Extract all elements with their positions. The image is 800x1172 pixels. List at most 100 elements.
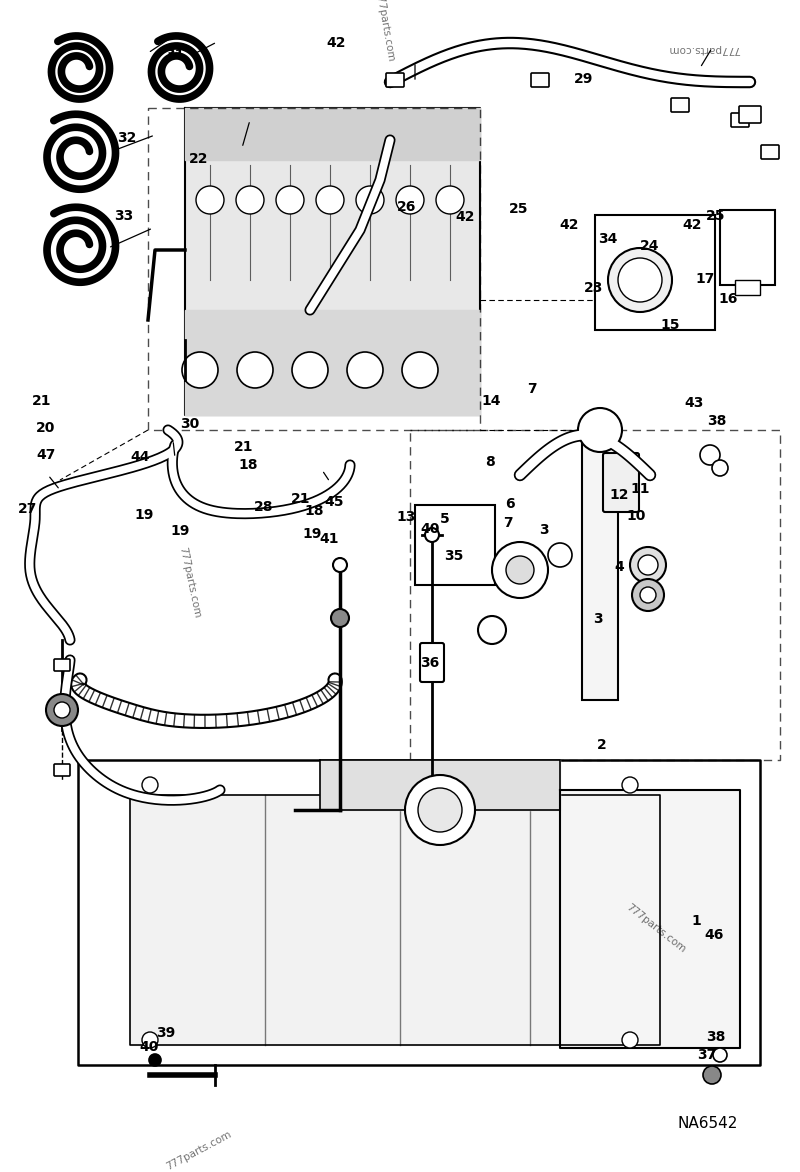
Polygon shape (560, 790, 740, 1048)
Text: 40: 40 (139, 1040, 158, 1054)
Text: 47: 47 (37, 448, 56, 462)
Text: 10: 10 (626, 509, 646, 523)
FancyBboxPatch shape (582, 430, 618, 700)
Circle shape (149, 1054, 161, 1067)
Circle shape (356, 186, 384, 214)
Circle shape (638, 556, 658, 575)
Text: 3: 3 (594, 612, 603, 626)
FancyBboxPatch shape (731, 113, 749, 127)
Polygon shape (320, 759, 560, 810)
Circle shape (608, 248, 672, 312)
Text: 18: 18 (305, 504, 324, 518)
Text: 19: 19 (170, 524, 190, 538)
Text: 777parts.com: 777parts.com (668, 45, 740, 54)
Text: 8: 8 (485, 455, 494, 469)
Text: 36: 36 (420, 656, 439, 670)
Circle shape (418, 788, 462, 832)
Text: 3: 3 (539, 523, 549, 537)
Text: 21: 21 (291, 492, 310, 506)
Circle shape (405, 775, 475, 845)
Text: 42: 42 (326, 36, 346, 50)
FancyBboxPatch shape (739, 105, 761, 123)
Text: 13: 13 (397, 510, 416, 524)
Circle shape (506, 556, 534, 584)
Circle shape (713, 1048, 727, 1062)
Circle shape (622, 1033, 638, 1048)
Text: 41: 41 (320, 532, 339, 546)
Text: 7: 7 (527, 382, 537, 396)
FancyBboxPatch shape (531, 73, 549, 87)
Text: 46: 46 (705, 928, 724, 942)
Circle shape (276, 186, 304, 214)
Circle shape (640, 587, 656, 604)
Text: 22: 22 (189, 152, 208, 166)
FancyBboxPatch shape (720, 210, 775, 285)
Text: 777parts.com: 777parts.com (164, 1130, 233, 1172)
Circle shape (578, 408, 622, 452)
Circle shape (425, 529, 439, 541)
Text: 45: 45 (325, 495, 344, 509)
Text: 38: 38 (707, 414, 726, 428)
Circle shape (396, 186, 424, 214)
Circle shape (402, 352, 438, 388)
Text: 25: 25 (706, 209, 726, 223)
Polygon shape (185, 311, 480, 415)
Circle shape (292, 352, 328, 388)
FancyBboxPatch shape (595, 214, 715, 331)
Text: 4: 4 (614, 560, 624, 574)
Circle shape (478, 616, 506, 643)
Text: 24: 24 (640, 239, 659, 253)
Polygon shape (130, 795, 660, 1045)
Text: 42: 42 (682, 218, 702, 232)
Circle shape (236, 186, 264, 214)
Circle shape (632, 579, 664, 611)
Text: 26: 26 (397, 200, 416, 214)
FancyBboxPatch shape (761, 145, 779, 159)
FancyBboxPatch shape (54, 764, 70, 776)
Text: 14: 14 (482, 394, 501, 408)
Text: 20: 20 (36, 421, 55, 435)
Polygon shape (78, 759, 760, 1065)
FancyBboxPatch shape (420, 643, 444, 682)
Text: 28: 28 (254, 500, 274, 515)
Circle shape (142, 777, 158, 793)
Text: 34: 34 (598, 232, 618, 246)
Polygon shape (185, 108, 480, 161)
Text: 40: 40 (420, 522, 439, 536)
Text: 35: 35 (444, 548, 463, 563)
Text: 31: 31 (165, 48, 184, 62)
Circle shape (333, 558, 347, 572)
Circle shape (316, 186, 344, 214)
Text: 27: 27 (18, 502, 38, 516)
Circle shape (54, 702, 70, 718)
Circle shape (622, 777, 638, 793)
Text: 25: 25 (509, 202, 528, 216)
Text: 6: 6 (506, 497, 515, 511)
FancyBboxPatch shape (603, 454, 639, 512)
Text: 39: 39 (156, 1026, 175, 1040)
Text: 11: 11 (630, 482, 650, 496)
Text: NA6542: NA6542 (678, 1117, 738, 1131)
Text: 30: 30 (180, 417, 199, 431)
Circle shape (182, 352, 218, 388)
FancyBboxPatch shape (386, 73, 404, 87)
Text: 38: 38 (706, 1030, 726, 1044)
Circle shape (700, 445, 720, 465)
Text: 19: 19 (302, 527, 322, 541)
Text: 12: 12 (610, 488, 629, 502)
Text: 18: 18 (238, 458, 258, 472)
Text: 17: 17 (696, 272, 715, 286)
Circle shape (196, 186, 224, 214)
Text: 7: 7 (503, 516, 513, 530)
Circle shape (548, 543, 572, 567)
FancyBboxPatch shape (415, 505, 495, 585)
FancyBboxPatch shape (54, 659, 70, 672)
Circle shape (618, 258, 662, 302)
Text: 15: 15 (661, 318, 680, 332)
Text: 16: 16 (718, 292, 738, 306)
Text: 5: 5 (440, 512, 450, 526)
Text: 21: 21 (32, 394, 51, 408)
Text: 19: 19 (134, 507, 154, 522)
Circle shape (703, 1067, 721, 1084)
Text: 777parts.com: 777parts.com (177, 546, 202, 619)
